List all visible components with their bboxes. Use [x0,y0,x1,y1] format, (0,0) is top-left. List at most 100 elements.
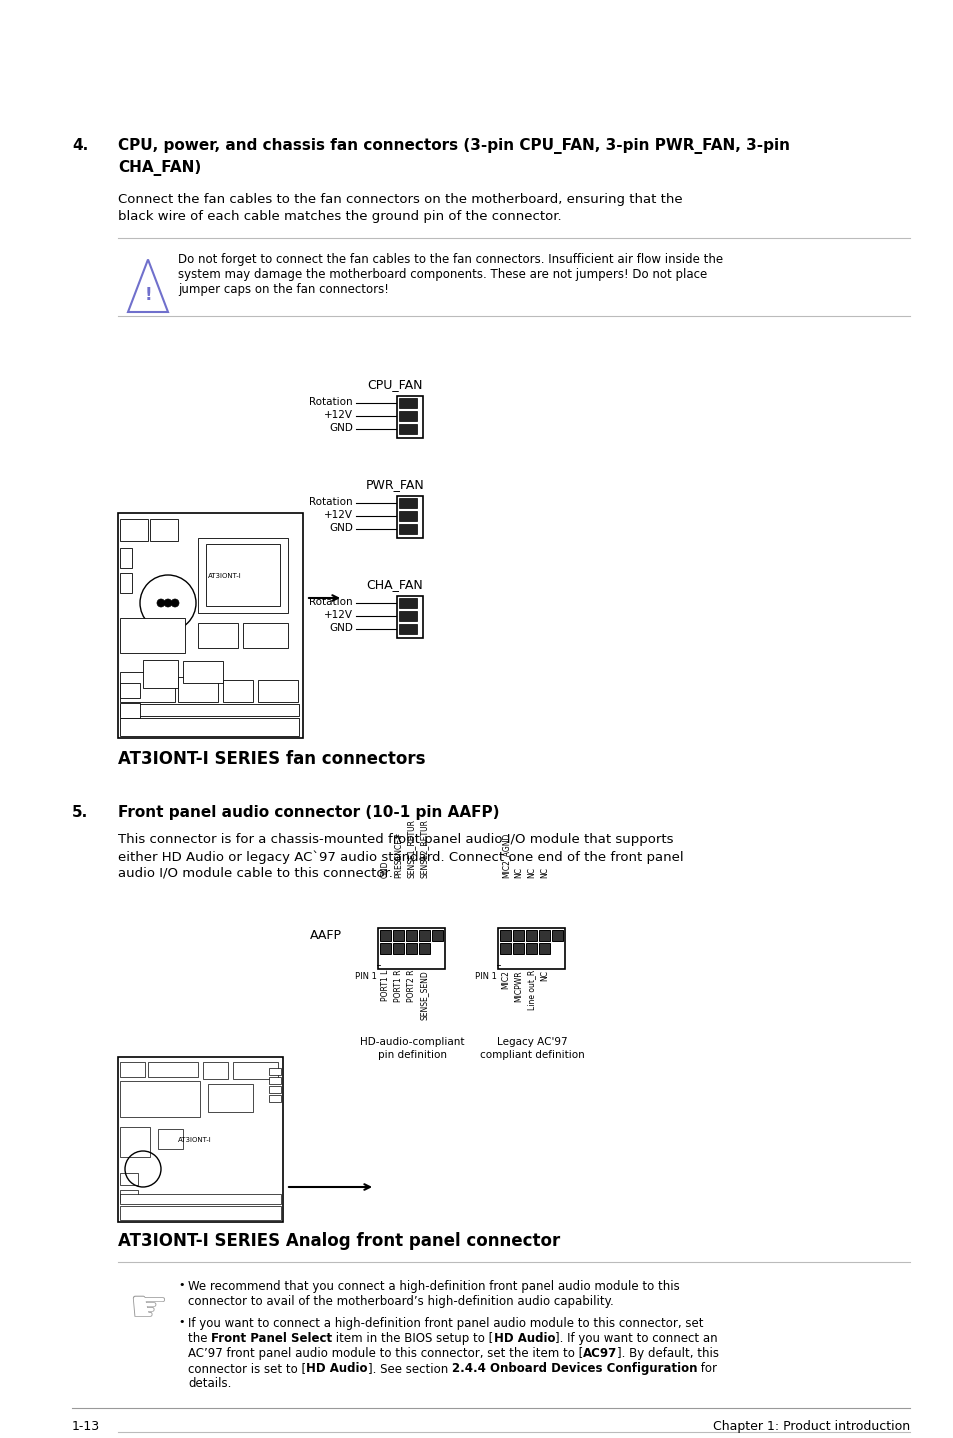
Bar [120,519,148,541]
Text: Legacy AC'97: Legacy AC'97 [497,1037,567,1047]
Bar [120,705,298,716]
Text: PORT1 R: PORT1 R [394,971,402,1002]
Bar [418,943,430,953]
Bar [120,1194,281,1204]
Text: Do not forget to connect the fan cables to the fan connectors. Insufficient air : Do not forget to connect the fan cables … [178,253,722,266]
Text: NC: NC [526,867,536,879]
Text: Rotation: Rotation [309,498,353,508]
Bar [393,943,403,953]
Bar [120,683,140,697]
Bar [120,718,298,736]
Text: HD Audio: HD Audio [306,1362,367,1375]
Text: SENSE1_RETUR: SENSE1_RETUR [407,820,416,879]
Bar [393,930,403,940]
Bar [208,1084,253,1112]
Text: connector is set to [: connector is set to [ [188,1362,306,1375]
Bar [379,943,391,953]
Bar [398,510,416,521]
Text: AT3IONT-I: AT3IONT-I [178,1137,212,1143]
Text: HD Audio: HD Audio [493,1332,555,1345]
Text: Line out_R: Line out_R [526,971,536,1011]
Bar [538,930,550,940]
Text: Connect the fan cables to the fan connectors on the motherboard, ensuring that t: Connect the fan cables to the fan connec… [118,193,682,206]
Bar [499,943,511,953]
Text: GND: GND [329,423,353,433]
Circle shape [171,600,179,607]
Text: •: • [178,1317,184,1327]
Text: SENSE_SEND: SENSE_SEND [419,971,429,1020]
Bar [513,930,523,940]
Text: either HD Audio or legacy AC`97 audio standard. Connect one end of the front pan: either HD Audio or legacy AC`97 audio st… [118,850,683,863]
Bar [379,930,391,940]
Bar [269,1086,281,1093]
Text: !: ! [144,286,152,303]
Bar [398,523,416,533]
Bar [398,398,416,408]
Bar [233,1063,277,1078]
Bar [158,1129,183,1149]
Text: Front panel audio connector (10-1 pin AAFP): Front panel audio connector (10-1 pin AA… [118,805,499,820]
Bar [538,943,550,953]
Text: +12V: +12V [324,410,353,420]
Text: Chapter 1: Product introduction: Chapter 1: Product introduction [712,1419,909,1434]
Bar [377,928,444,969]
Text: AC97: AC97 [582,1347,617,1360]
Text: pin definition: pin definition [377,1050,447,1060]
Text: AT3IONT-I SERIES fan connectors: AT3IONT-I SERIES fan connectors [118,751,425,768]
Text: PWR_FAN: PWR_FAN [365,477,424,490]
Bar [198,538,288,613]
Text: CPU_FAN: CPU_FAN [367,378,422,391]
Bar [418,930,430,940]
Text: ]. See section: ]. See section [367,1362,451,1375]
Bar [398,424,416,434]
Text: details.: details. [188,1378,232,1391]
Text: GND: GND [380,860,390,879]
Text: the: the [188,1332,211,1345]
Bar [398,598,416,608]
Bar [269,1094,281,1102]
Circle shape [164,600,172,607]
Bar [120,572,132,592]
Bar [120,1063,145,1077]
Text: ☞: ☞ [128,1287,168,1330]
Text: •: • [178,1280,184,1290]
Text: item in the BIOS setup to [: item in the BIOS setup to [ [332,1332,493,1345]
Bar [223,680,253,702]
Text: black wire of each cable matches the ground pin of the connector.: black wire of each cable matches the gro… [118,210,561,223]
Text: GND: GND [329,623,353,633]
Bar [178,677,218,702]
Text: ]. If you want to connect an: ]. If you want to connect an [555,1332,717,1345]
Text: PORT1 L: PORT1 L [380,971,390,1001]
Text: We recommend that you connect a high-definition front panel audio module to this: We recommend that you connect a high-def… [188,1280,679,1293]
Text: HD-audio-compliant: HD-audio-compliant [360,1037,464,1047]
Text: jumper caps on the fan connectors!: jumper caps on the fan connectors! [178,283,389,296]
Text: PORT2 R: PORT2 R [407,971,416,1002]
Text: CHA_FAN: CHA_FAN [366,578,423,591]
Bar [396,395,422,439]
Text: 4.: 4. [71,138,89,152]
Bar [183,661,223,683]
Text: ]. By default, this: ]. By default, this [617,1347,719,1360]
Text: NC: NC [539,867,548,879]
Bar [406,943,416,953]
Text: 2.4.4 Onboard Devices Configuration: 2.4.4 Onboard Devices Configuration [451,1362,697,1375]
Bar [120,672,174,702]
Bar [257,680,297,702]
Bar [432,930,442,940]
Bar [398,498,416,508]
Bar [150,519,178,541]
Text: AAFP: AAFP [310,929,341,942]
Text: +12V: +12V [324,510,353,521]
Bar [120,1081,200,1117]
Text: PIN 1: PIN 1 [355,972,376,981]
Text: NC: NC [539,971,548,981]
Bar [398,411,416,421]
Bar [269,1077,281,1084]
Text: GND: GND [329,523,353,533]
Text: CHA_FAN): CHA_FAN) [118,160,201,175]
Text: SENSE2_RETUR: SENSE2_RETUR [419,820,429,879]
Text: NC: NC [514,867,522,879]
Bar [120,703,140,718]
Bar [120,1206,281,1219]
Text: MIC2: MIC2 [500,971,510,989]
